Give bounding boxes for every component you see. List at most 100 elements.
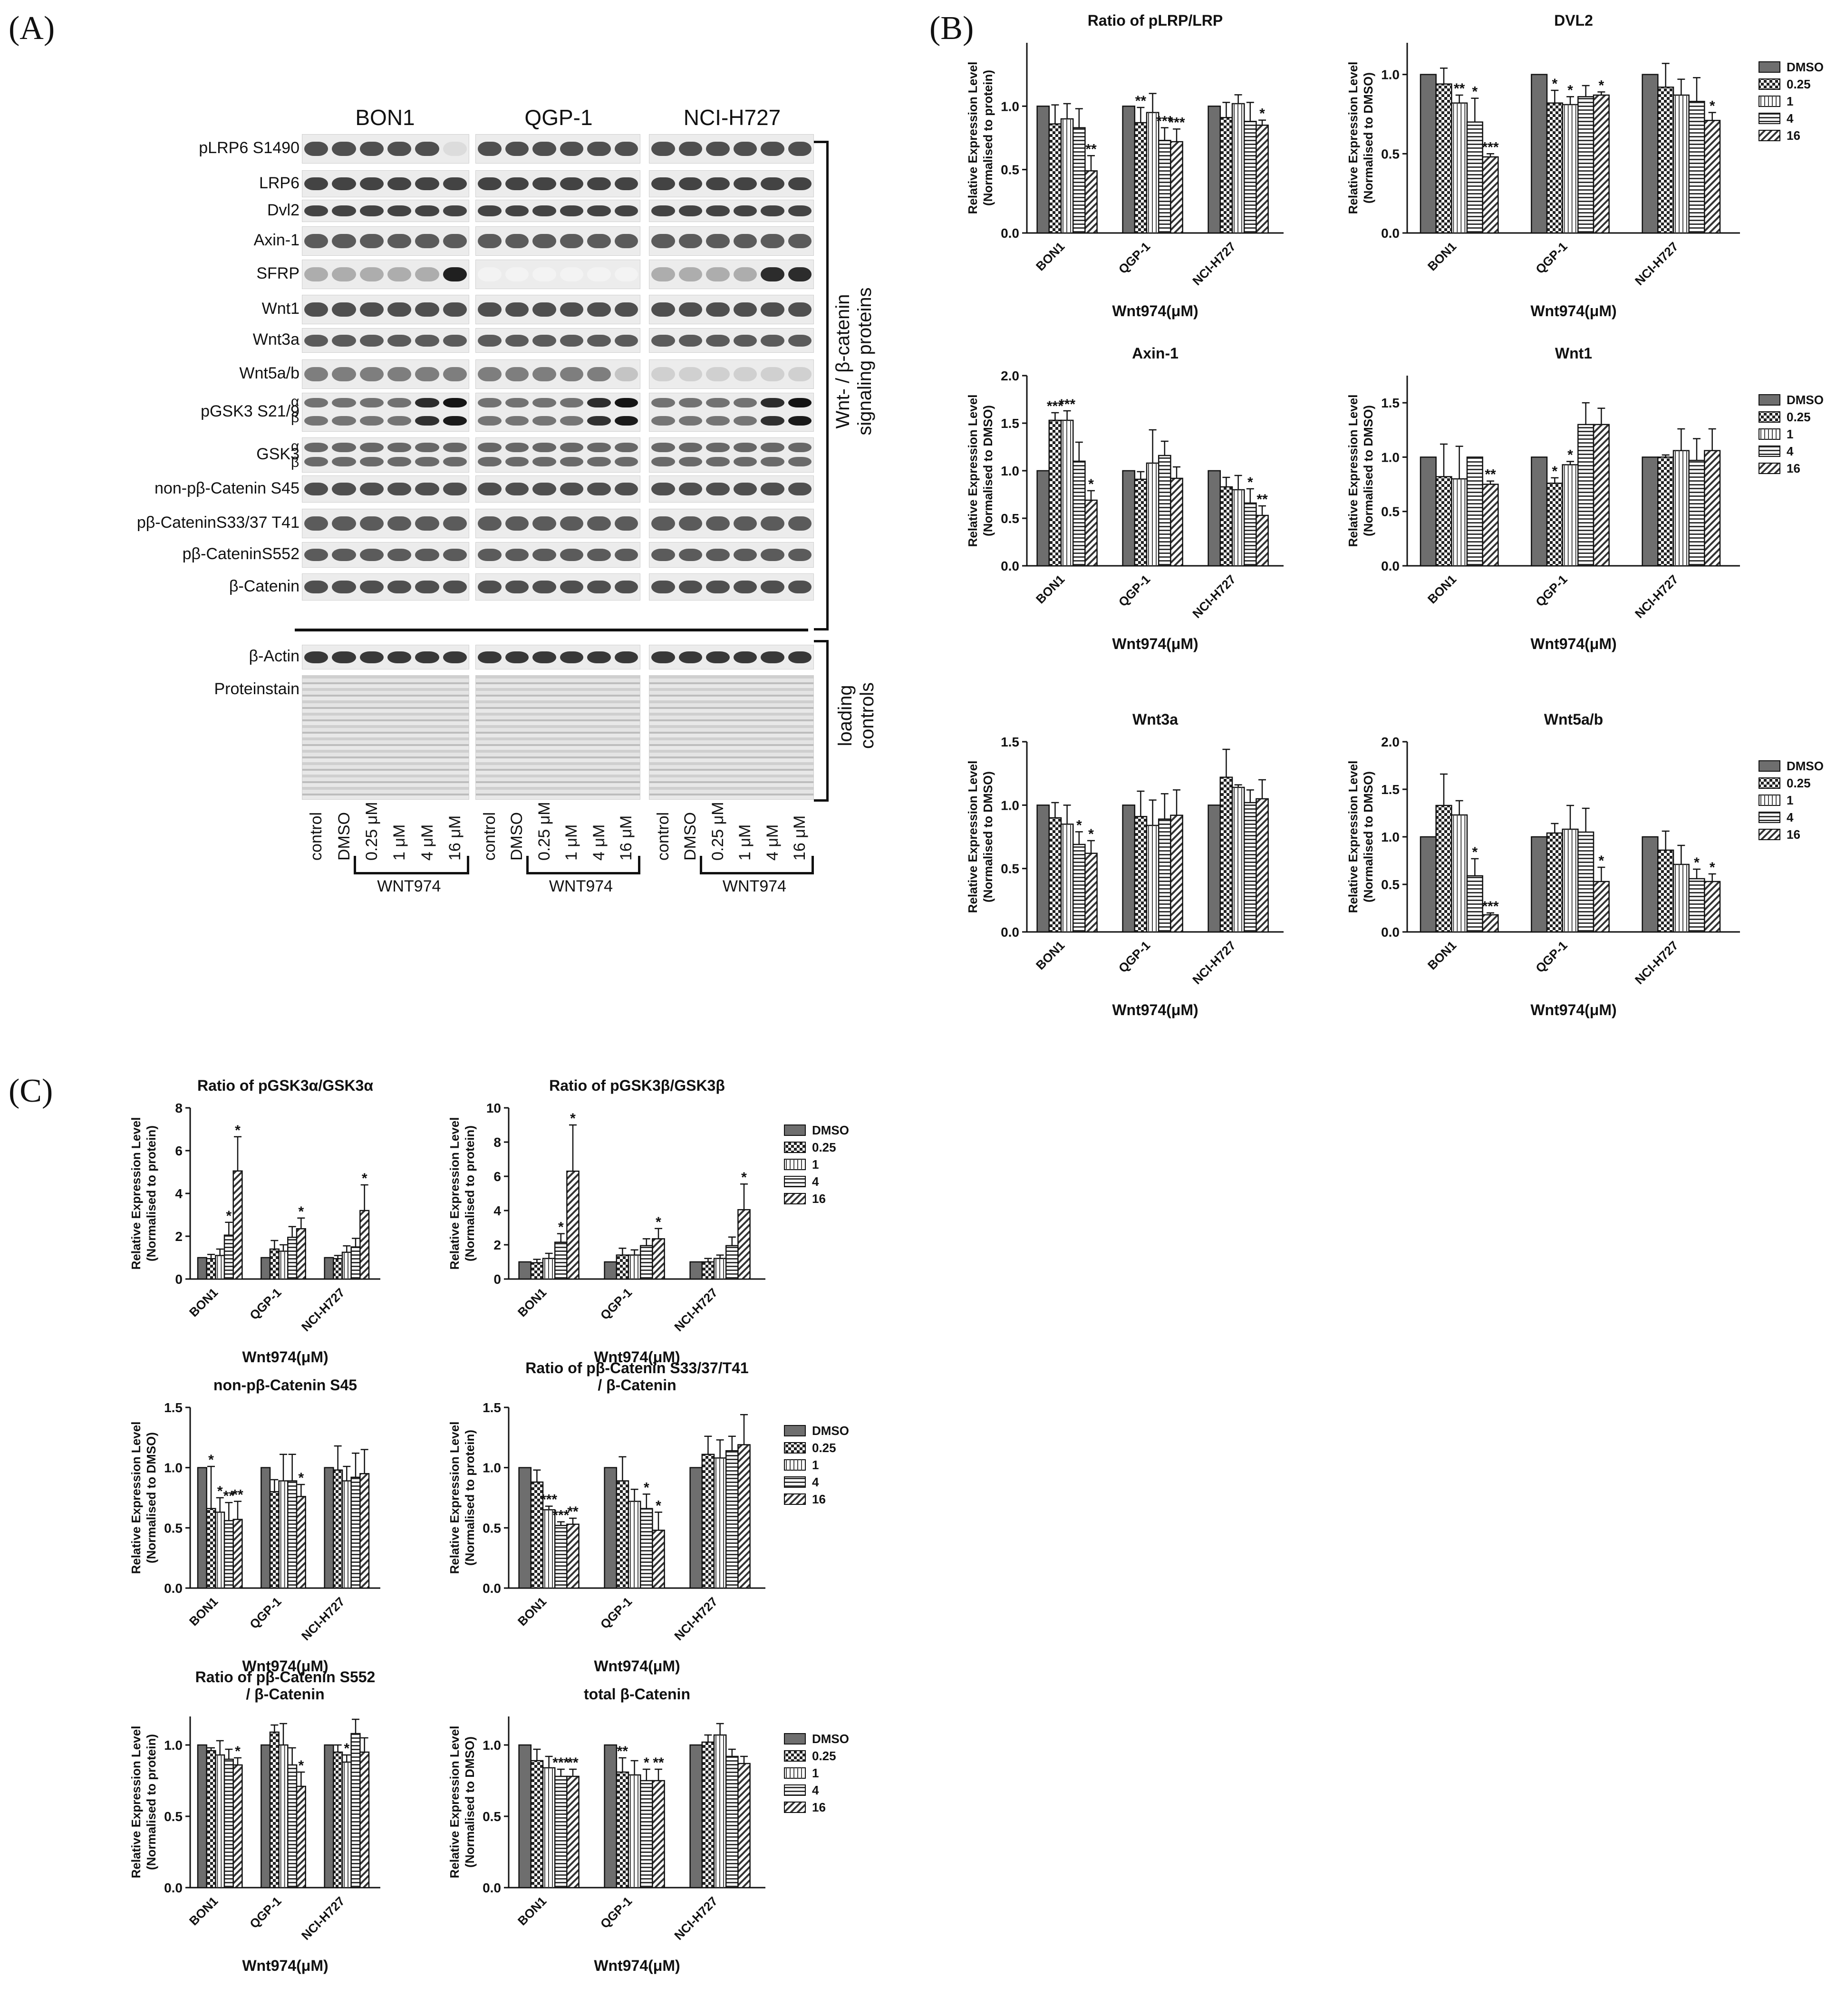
blot-strip: [649, 509, 814, 538]
blot-band: [505, 234, 529, 248]
blot-row-label: Wnt5a/b: [239, 364, 300, 382]
bar: [1134, 122, 1148, 234]
blot-band: [733, 398, 757, 407]
blot-band: [788, 482, 812, 496]
blot-band: [788, 580, 812, 594]
y-tick-label: 1.0: [483, 1738, 501, 1753]
blot-band: [443, 580, 467, 594]
wnt974-label: WNT974: [377, 877, 441, 895]
chart-title: DVL2: [1554, 12, 1593, 29]
x-tick-label: BON1: [1425, 572, 1459, 606]
bar: [1084, 499, 1098, 567]
bar: [725, 1245, 739, 1280]
blot-strip: [649, 134, 814, 164]
blot-band: [478, 334, 502, 347]
x-tick-label: QGP-1: [247, 1285, 284, 1322]
blot-band: [387, 580, 412, 594]
bar: [652, 1780, 665, 1889]
chart-npbcat: non-pβ-Catenin S45 0.0 0.5 1.0 1.5 Relative E…: [129, 1376, 380, 1675]
blot-lane-label: 16 μM: [617, 815, 636, 861]
blot-band: [587, 416, 611, 426]
y-tick-label: 0.5: [1001, 862, 1019, 876]
blot-band: [706, 334, 730, 347]
blot-band: [478, 416, 502, 426]
y-axis-label: Relative Expression Level: [966, 62, 980, 214]
significance-label: *: [1552, 464, 1557, 479]
blot-band: [587, 367, 611, 381]
y-tick-label: 0.0: [164, 1880, 183, 1895]
bar: [1219, 776, 1233, 933]
blot-cellline-ncih727: NCI-H727: [683, 105, 781, 130]
significance-label: *: [644, 1755, 649, 1771]
x-tick-label: QGP-1: [1116, 572, 1153, 609]
bar: [518, 1467, 532, 1589]
blot-row-label: Wnt3a: [252, 330, 300, 349]
wnt974-label: WNT974: [722, 877, 787, 895]
blot-band: [651, 580, 675, 594]
blot-band: [678, 580, 702, 594]
blot-band: [761, 302, 784, 317]
significance-label: *: [344, 1741, 349, 1756]
legend-swatch: [784, 1784, 806, 1796]
legend-label: 4: [812, 1783, 819, 1797]
legend-label: 1: [1787, 427, 1793, 441]
significance-label: *: [298, 1204, 304, 1220]
blot-band: [415, 334, 439, 347]
blot-band: [304, 302, 329, 317]
blot-band: [706, 177, 730, 191]
blot-row-label: β-Catenin: [229, 577, 300, 595]
blot-band: [505, 302, 529, 317]
blot-band: [478, 651, 502, 663]
bar: [1048, 817, 1062, 933]
blot-band: [788, 457, 812, 466]
y-tick-label: 0.0: [1001, 925, 1019, 940]
bar: [296, 1785, 306, 1889]
blot-band: [359, 302, 384, 317]
blot-band: [415, 457, 439, 466]
blot-band: [532, 651, 556, 663]
significance-label: *: [1088, 476, 1094, 492]
blot-band: [505, 482, 529, 496]
group-signaling-line1: Wnt- / β-catenin: [832, 294, 853, 429]
bar: [341, 1480, 352, 1589]
blot-band: [532, 205, 556, 216]
blot-row-label: non-pβ-Catenin S45: [155, 479, 300, 497]
legend-swatch: [1759, 446, 1780, 457]
significance-label: *: [1710, 98, 1715, 114]
blot-band: [387, 142, 412, 156]
bar: [261, 1467, 271, 1589]
blot-band: [651, 205, 675, 216]
blot-strip: [302, 509, 469, 538]
blot-band: [532, 580, 556, 594]
blot-strip: [475, 393, 640, 432]
blot-row-label: SFRP: [256, 264, 300, 282]
blot-band: [614, 549, 638, 561]
significance-label: ***: [1059, 397, 1075, 412]
y-tick-label: 0.0: [1381, 925, 1400, 940]
bar: [1435, 83, 1452, 234]
blot-band: [359, 177, 384, 191]
blot-band: [733, 334, 757, 347]
bar: [350, 1733, 361, 1889]
legend-label: DMSO: [812, 1424, 849, 1438]
y-tick-label: 0.0: [1001, 226, 1019, 241]
blot-band: [761, 267, 784, 281]
significance-label: *: [1567, 82, 1573, 98]
y-tick-label: 0.0: [164, 1581, 183, 1596]
blot-strip: [475, 475, 640, 503]
blot-band: [678, 302, 702, 317]
blot-band: [415, 302, 439, 317]
blot-band: [788, 651, 812, 663]
blot-band: [560, 416, 583, 426]
blot-band: [532, 443, 556, 452]
blot-band: [532, 398, 556, 407]
legend-label: 16: [812, 1192, 826, 1206]
y-tick-label: 2.0: [1001, 368, 1019, 383]
blot-strip: [475, 260, 640, 289]
x-axis-label: Wnt974(μM): [242, 1348, 328, 1366]
significance-label: ***: [552, 1755, 569, 1771]
significance-label: *: [1472, 84, 1478, 100]
bar: [341, 1761, 352, 1889]
y-axis-label: (Normalised to DMSO): [1361, 72, 1375, 204]
blot-band: [415, 516, 439, 531]
